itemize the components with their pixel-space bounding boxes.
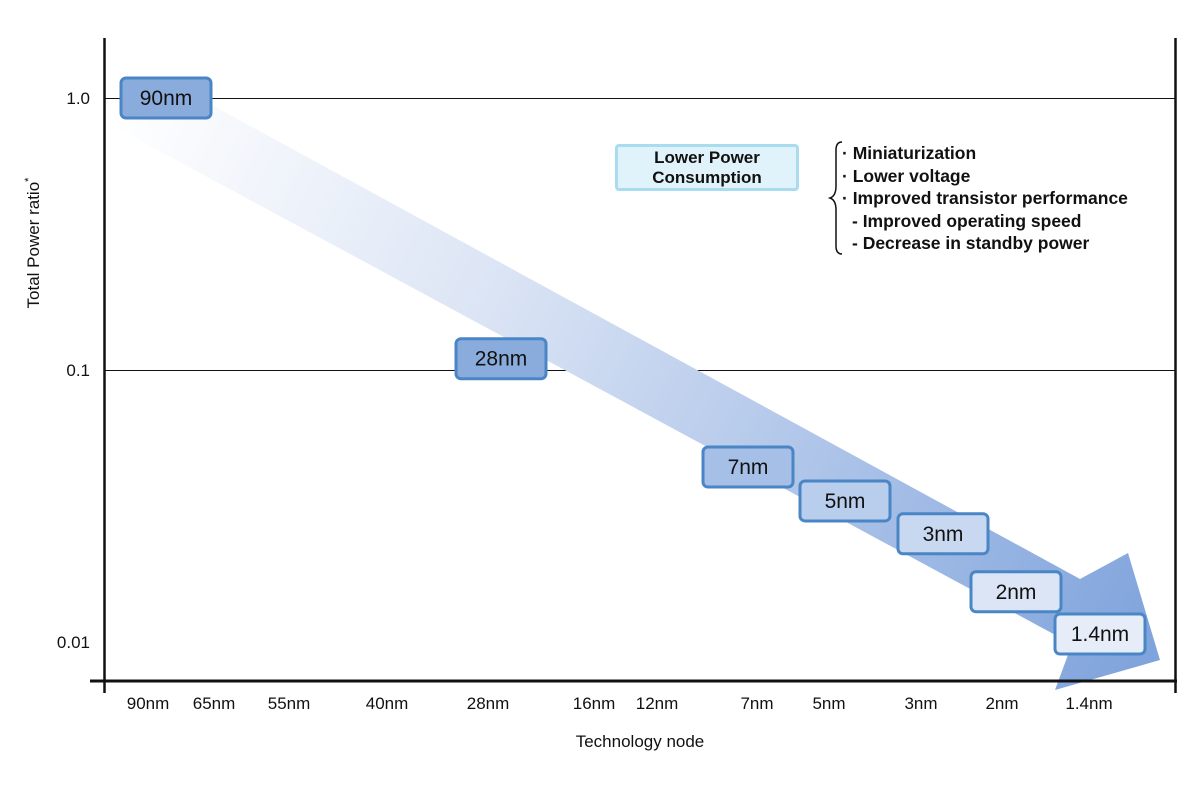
factor-subitem: - Decrease in standby power <box>852 233 1090 253</box>
x-tick-label: 12nm <box>636 694 679 713</box>
x-tick-label: 65nm <box>193 694 236 713</box>
node-box <box>119 76 213 120</box>
y-tick-label: 1.0 <box>66 89 90 108</box>
node-box <box>969 570 1063 614</box>
node-box <box>454 337 548 381</box>
y-axis-title-mark: * <box>23 177 35 182</box>
x-tick-label: 1.4nm <box>1065 694 1112 713</box>
x-tick-label: 3nm <box>904 694 937 713</box>
brace-icon <box>828 141 843 255</box>
x-tick-label: 28nm <box>467 694 510 713</box>
node-label: 7nm <box>728 456 769 479</box>
y-axis-title: Total Power ratio* <box>23 177 43 309</box>
x-tick-label: 2nm <box>985 694 1018 713</box>
x-tick-labels: 90nm 65nm 55nm 40nm 28nm 16nm 12nm 7nm 5nm 3nm 2nm… <box>127 694 1113 713</box>
x-tick-label: 5nm <box>812 694 845 713</box>
node-box <box>798 479 892 523</box>
node-box <box>701 445 795 489</box>
y-tick-label: 0.01 <box>57 633 90 652</box>
callout-line-1: Lower Power <box>654 147 760 167</box>
node-box-2nm: 2nm <box>969 570 1063 614</box>
factor-item: · Miniaturization <box>842 143 977 163</box>
lower-power-callout: Lower Power Consumption <box>615 144 799 191</box>
x-tick-label: 7nm <box>740 694 773 713</box>
svg-text:Total Power ratio*: Total Power ratio* <box>23 177 43 309</box>
x-tick-label: 90nm <box>127 694 170 713</box>
x-tick-label: 40nm <box>366 694 409 713</box>
power-factors-list: · Miniaturization · Lower voltage · Impr… <box>842 142 1128 255</box>
node-label: 28nm <box>475 348 528 371</box>
node-boxes: 90nm 28nm 7nm 5nm 3nm 2nm 1.4nm <box>119 76 1147 656</box>
node-box <box>1053 612 1147 656</box>
y-tick-labels: 1.0 0.1 0.01 <box>57 89 90 652</box>
factor-item: · Improved transistor performance <box>842 188 1128 208</box>
y-tick-label: 0.1 <box>66 361 90 380</box>
node-box-5nm: 5nm <box>798 479 892 523</box>
node-label: 90nm <box>140 87 193 110</box>
x-tick-label: 16nm <box>573 694 616 713</box>
node-box-28nm: 28nm <box>454 337 548 381</box>
factor-item: · Lower voltage <box>842 165 971 186</box>
node-label: 3nm <box>923 523 964 546</box>
callout-line-2: Consumption <box>652 167 762 187</box>
node-label: 1.4nm <box>1071 623 1129 646</box>
y-axis-title-text: Total Power ratio <box>24 182 43 309</box>
factor-subitem: - Improved operating speed <box>852 210 1082 231</box>
x-axis-title: Technology node <box>576 732 705 751</box>
node-box-3nm: 3nm <box>896 512 990 556</box>
x-tick-label: 55nm <box>268 694 311 713</box>
node-label: 5nm <box>825 490 866 513</box>
node-box <box>896 512 990 556</box>
node-box-90nm: 90nm <box>119 76 213 120</box>
node-label: 2nm <box>996 581 1037 604</box>
node-box-7nm: 7nm <box>701 445 795 489</box>
node-box-1-4nm: 1.4nm <box>1053 612 1147 656</box>
